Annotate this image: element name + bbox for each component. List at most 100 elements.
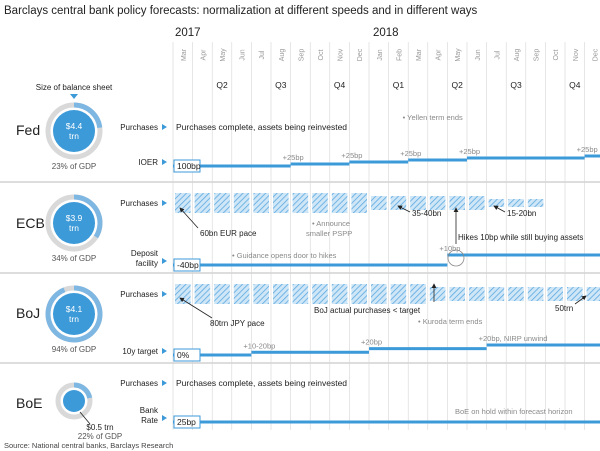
purchase-pace-block — [292, 284, 309, 304]
month-axis: Mar Apr May Jun Jul Aug Sep Oct Nov Dec Jan Feb Mar A… — [181, 48, 600, 62]
hike-label: +25bp — [283, 153, 304, 162]
rate-path-segment — [290, 162, 350, 166]
rate-path-segment — [467, 156, 585, 160]
bank-rows: Purchases Purchases complete, assets bein… — [120, 122, 600, 429]
purchase-pace-block — [429, 196, 446, 210]
rate-path-segment — [173, 164, 291, 168]
purchase-pace-block — [253, 193, 269, 213]
row-marker-icon — [162, 291, 167, 297]
annotation-text: Hikes 10bp while still buying assets — [458, 233, 583, 242]
month-tick-label: Jan — [377, 49, 384, 60]
row-status-text: Purchases complete, assets being reinves… — [176, 122, 347, 132]
purchase-pace-block — [508, 199, 524, 207]
quarter-tick-label: Q4 — [569, 80, 581, 90]
annotations: • Yellen term ends 60bn EUR pace 35-40bn 15… — [179, 113, 587, 416]
annotation-arrow — [179, 207, 199, 229]
balance-sheet-value: $4.4 — [66, 121, 83, 131]
hike-label: +20bp — [361, 338, 382, 347]
purchase-pace-block — [292, 193, 309, 213]
rate-path-segment — [447, 253, 600, 257]
row-marker-icon — [162, 348, 167, 354]
month-tick-label: Sep — [534, 49, 541, 62]
month-tick-label: Sep — [298, 49, 305, 62]
purchase-pace-block — [331, 284, 348, 304]
purchase-pace-block — [194, 284, 211, 304]
purchase-pace-block — [331, 193, 348, 213]
purchase-pace-block — [214, 193, 230, 213]
bank-name-ecb: ECB — [16, 215, 45, 231]
rate-path-segment — [173, 420, 600, 424]
balance-sheet-bubble — [53, 110, 95, 152]
purchase-pace-block — [449, 287, 465, 301]
purchase-pace-block — [390, 196, 407, 210]
row-label: facility — [136, 259, 158, 268]
rate-path-segment — [369, 347, 487, 351]
balance-sheet-value: $4.1 — [66, 304, 83, 314]
rate-path-segment — [408, 158, 467, 162]
row-label: 10y target — [122, 347, 158, 356]
quarter-tick-label: Q2 — [452, 80, 464, 90]
bank-name-fed: Fed — [16, 122, 40, 138]
purchase-pace-block — [429, 287, 446, 301]
month-tick-label: Aug — [514, 49, 521, 62]
start-value-box — [173, 415, 201, 429]
start-value: 0% — [177, 350, 190, 360]
hike-label: +25bp — [400, 149, 421, 158]
row-marker-icon — [162, 380, 167, 386]
start-value: 100bp — [177, 161, 201, 171]
start-value-box — [173, 159, 201, 173]
purchase-pace-block — [371, 196, 387, 210]
annotation-arrow — [574, 295, 587, 305]
balance-sheet-value: $0.5 trn — [86, 423, 113, 432]
purchase-pace-block — [351, 193, 367, 213]
purchase-pace-block — [312, 193, 328, 213]
month-tick-label: Jun — [240, 49, 247, 60]
gdp-share: 22% of GDP — [78, 432, 122, 441]
month-tick-label: Aug — [279, 49, 286, 62]
month-tick-label: Jun — [475, 49, 482, 60]
purchase-pace-block — [586, 287, 600, 301]
row-label: Bank — [140, 406, 159, 415]
purchase-pace-block — [410, 196, 426, 210]
purchase-pace-block — [175, 284, 191, 304]
month-tick-label: Dec — [357, 48, 364, 61]
row-marker-icon — [162, 258, 167, 264]
month-tick-label: Mar — [416, 48, 423, 61]
purchase-pace-block — [312, 284, 328, 304]
quarter-axis: Q2 Q3 Q4 Q1 Q2 Q3 Q4 — [216, 80, 580, 90]
purchase-pace-block — [233, 193, 250, 213]
month-tick-label: Feb — [396, 49, 403, 61]
gdp-share: 94% of GDP — [52, 345, 96, 354]
purchase-pace-block — [527, 287, 544, 301]
balance-sheet-value: trn — [69, 223, 79, 233]
month-tick-label: Mar — [181, 48, 188, 61]
purchase-pace-block — [253, 284, 269, 304]
gdp-ring-fill — [73, 102, 103, 129]
purchase-pace-block — [547, 287, 563, 301]
annotation-text: • Yellen term ends — [403, 113, 463, 122]
month-tick-label: Oct — [553, 50, 560, 61]
annotation-text: • Kuroda term ends — [418, 317, 483, 326]
purchase-pace-block — [567, 287, 583, 301]
bank-name-boe: BoE — [16, 395, 42, 411]
row-marker-icon — [162, 415, 167, 421]
annotation-text: • Guidance opens door to hikes — [232, 251, 337, 260]
annotation-arrow — [179, 297, 213, 319]
gdp-ring-fill — [45, 285, 103, 343]
annotation-text: smaller PSPP — [306, 229, 352, 238]
chart-title: Barclays central bank policy forecasts: … — [4, 5, 477, 17]
row-label: IOER — [138, 158, 158, 167]
gdp-share: 34% of GDP — [52, 254, 96, 263]
start-value-box — [173, 348, 201, 362]
purchase-pace-block — [214, 284, 230, 304]
balance-sheet-bubble — [63, 390, 85, 412]
pace-label: 60bn EUR pace — [200, 229, 257, 238]
rate-path-segment — [173, 353, 252, 357]
hike-label: +25bp — [341, 151, 362, 160]
purchase-pace-block — [351, 284, 367, 304]
annotation-text: • Announce — [312, 219, 350, 228]
month-tick-label: Dec — [592, 48, 599, 61]
annotation-arrow — [397, 205, 411, 213]
balance-sheet-value: trn — [69, 131, 79, 141]
